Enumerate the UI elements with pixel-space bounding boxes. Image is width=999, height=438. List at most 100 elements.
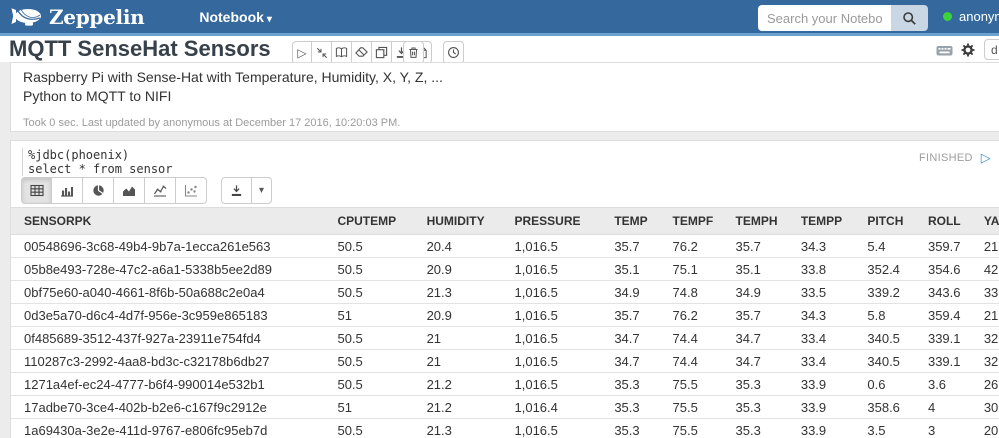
caret-down-icon: ▾ [258,185,265,196]
table-view-button[interactable] [21,177,52,204]
clone-note-button[interactable] [372,41,392,64]
column-header-temph[interactable]: TEMPH [727,207,793,235]
column-header-temp[interactable]: TEMP [606,207,665,235]
zeppelin-brand[interactable]: Zeppelin [10,5,145,29]
table-cell: 359.4 [919,303,976,327]
table-cell: 50.5 [329,372,419,396]
table-cell: 3.6 [919,372,976,396]
note-title[interactable]: MQTT SenseHat Sensors [9,36,271,61]
scatter-chart-button[interactable] [176,177,207,204]
column-header-pressure[interactable]: PRESSURE [506,207,607,235]
table-cell: 74.8 [664,280,728,304]
note-action-group: ▷ [292,41,432,64]
table-cell: 34.7 [606,326,665,350]
column-header-yaw[interactable]: YAW [975,207,999,235]
chevron-down-icon: ▾ [266,13,272,25]
result-table: SENSORPK CPUTEMP HUMIDITY PRESSURE TEMP TEMPF… [11,207,999,438]
table-cell: 354.6 [919,257,976,281]
run-all-icon: ▷ [297,45,307,60]
table-cell: 352.4 [859,257,920,281]
table-cell: 358.6 [859,395,920,419]
remove-note-button[interactable] [403,41,424,64]
table-cell: 3 [919,418,976,438]
area-chart-button[interactable] [114,177,145,204]
code-editor[interactable]: %jdbc(phoenix) select * from sensor [22,148,999,176]
run-paragraph-button[interactable]: ▷ [981,151,991,164]
table-cell: 35.3 [606,418,665,438]
paragraph-description[interactable]: Raspberry Pi with Sense-Hat with Tempera… [10,62,999,132]
table-cell: 35.7 [606,303,665,327]
table-cell: 33.8 [792,257,860,281]
table-row: 0d3e5a70-d6c4-4d7f-956e-3c959e865183 51 20… [11,303,999,327]
paragraph-status-row: FINISHED ▷ [919,151,999,164]
scheduler-group [443,41,464,64]
table-cell: 50.5 [329,234,419,258]
table-cell: 51 [329,395,419,419]
table-cell: 21.3 [418,418,507,438]
table-cell: 32.2 [975,349,999,373]
keyboard-shortcuts-icon[interactable] [936,44,953,57]
user-menu[interactable]: anonymous [943,0,999,33]
column-header-roll[interactable]: ROLL [919,207,976,235]
download-data-button[interactable] [221,177,252,204]
gear-icon[interactable] [961,43,975,57]
paragraph-query[interactable]: %jdbc(phoenix) select * from sensor FINI… [10,140,999,438]
table-cell: 21.3 [418,280,507,304]
table-cell: 1a69430a-3e2e-411d-9767-e806fc95eb7d [11,418,330,438]
area-chart-icon [122,184,136,197]
scheduler-button[interactable] [443,41,464,64]
download-icon [230,184,243,197]
bar-chart-button[interactable] [52,177,83,204]
search-input[interactable] [758,5,891,31]
visualization-toolbar: ▾ [21,177,272,204]
clone-note-icon [375,46,388,59]
table-row: 17adbe70-3ce4-402b-b2e6-c167f9c2912e 51 21… [11,395,999,419]
table-cell: 33.4 [792,349,860,373]
table-cell: 50.5 [329,257,419,281]
table-cell: 75.5 [664,418,728,438]
table-cell: 1271a4ef-ec24-4777-b6f4-990014e532b1 [11,372,330,396]
table-cell: 50.5 [329,326,419,350]
trash-icon [407,46,420,59]
table-cell: 0.6 [859,372,920,396]
search-button[interactable] [891,5,928,31]
column-header-tempf[interactable]: TEMPF [664,207,728,235]
table-row: 0f485689-3512-437f-927a-23911e754fd4 50.5… [11,326,999,350]
column-header-sensorpk[interactable]: SENSORPK [11,207,330,235]
column-header-tempp[interactable]: TEMPP [792,207,860,235]
table-row: 00548696-3c68-49b4-9b7a-1ecca261e563 50.5… [11,234,999,258]
table-cell: 339.1 [919,349,976,373]
collapse-code-button[interactable] [312,41,332,64]
pie-chart-button[interactable] [83,177,114,204]
clear-output-button[interactable] [352,41,372,64]
user-name: anonymous [959,9,999,24]
table-cell: 35.3 [727,395,793,419]
status-badge: FINISHED [919,151,973,164]
column-header-humidity[interactable]: HUMIDITY [418,207,507,235]
table-cell: 3.5 [859,418,920,438]
run-all-button[interactable]: ▷ [292,41,312,64]
table-cell: 35.1 [727,257,793,281]
column-header-cputemp[interactable]: CPUTEMP [329,207,419,235]
table-cell: 21 [418,349,507,373]
column-header-pitch[interactable]: PITCH [859,207,920,235]
notebook-menu[interactable]: Notebook ▾ [199,8,272,25]
table-cell: 34.3 [792,234,860,258]
table-cell: 50.5 [329,280,419,304]
note-toolbar: MQTT SenseHat Sensors ▷ [0,36,999,64]
table-cell: 42.3 [975,257,999,281]
line-chart-button[interactable] [145,177,176,204]
code-line-2: select * from sensor [28,162,173,176]
remove-note-group [403,41,424,64]
table-cell: 20.4 [418,234,507,258]
search-icon [902,11,917,26]
table-cell: 76.2 [664,234,728,258]
table-cell: 1,016.5 [506,326,607,350]
view-mode-button[interactable]: d [984,39,999,60]
download-options-button[interactable]: ▾ [252,177,272,204]
table-cell: 1,016.4 [506,395,607,419]
table-cell: 74.4 [664,326,728,350]
show-output-button[interactable] [332,41,352,64]
table-row: 05b8e493-728e-47c2-a6a1-5338b5ee2d89 50.5… [11,257,999,281]
table-cell: 21 [418,326,507,350]
